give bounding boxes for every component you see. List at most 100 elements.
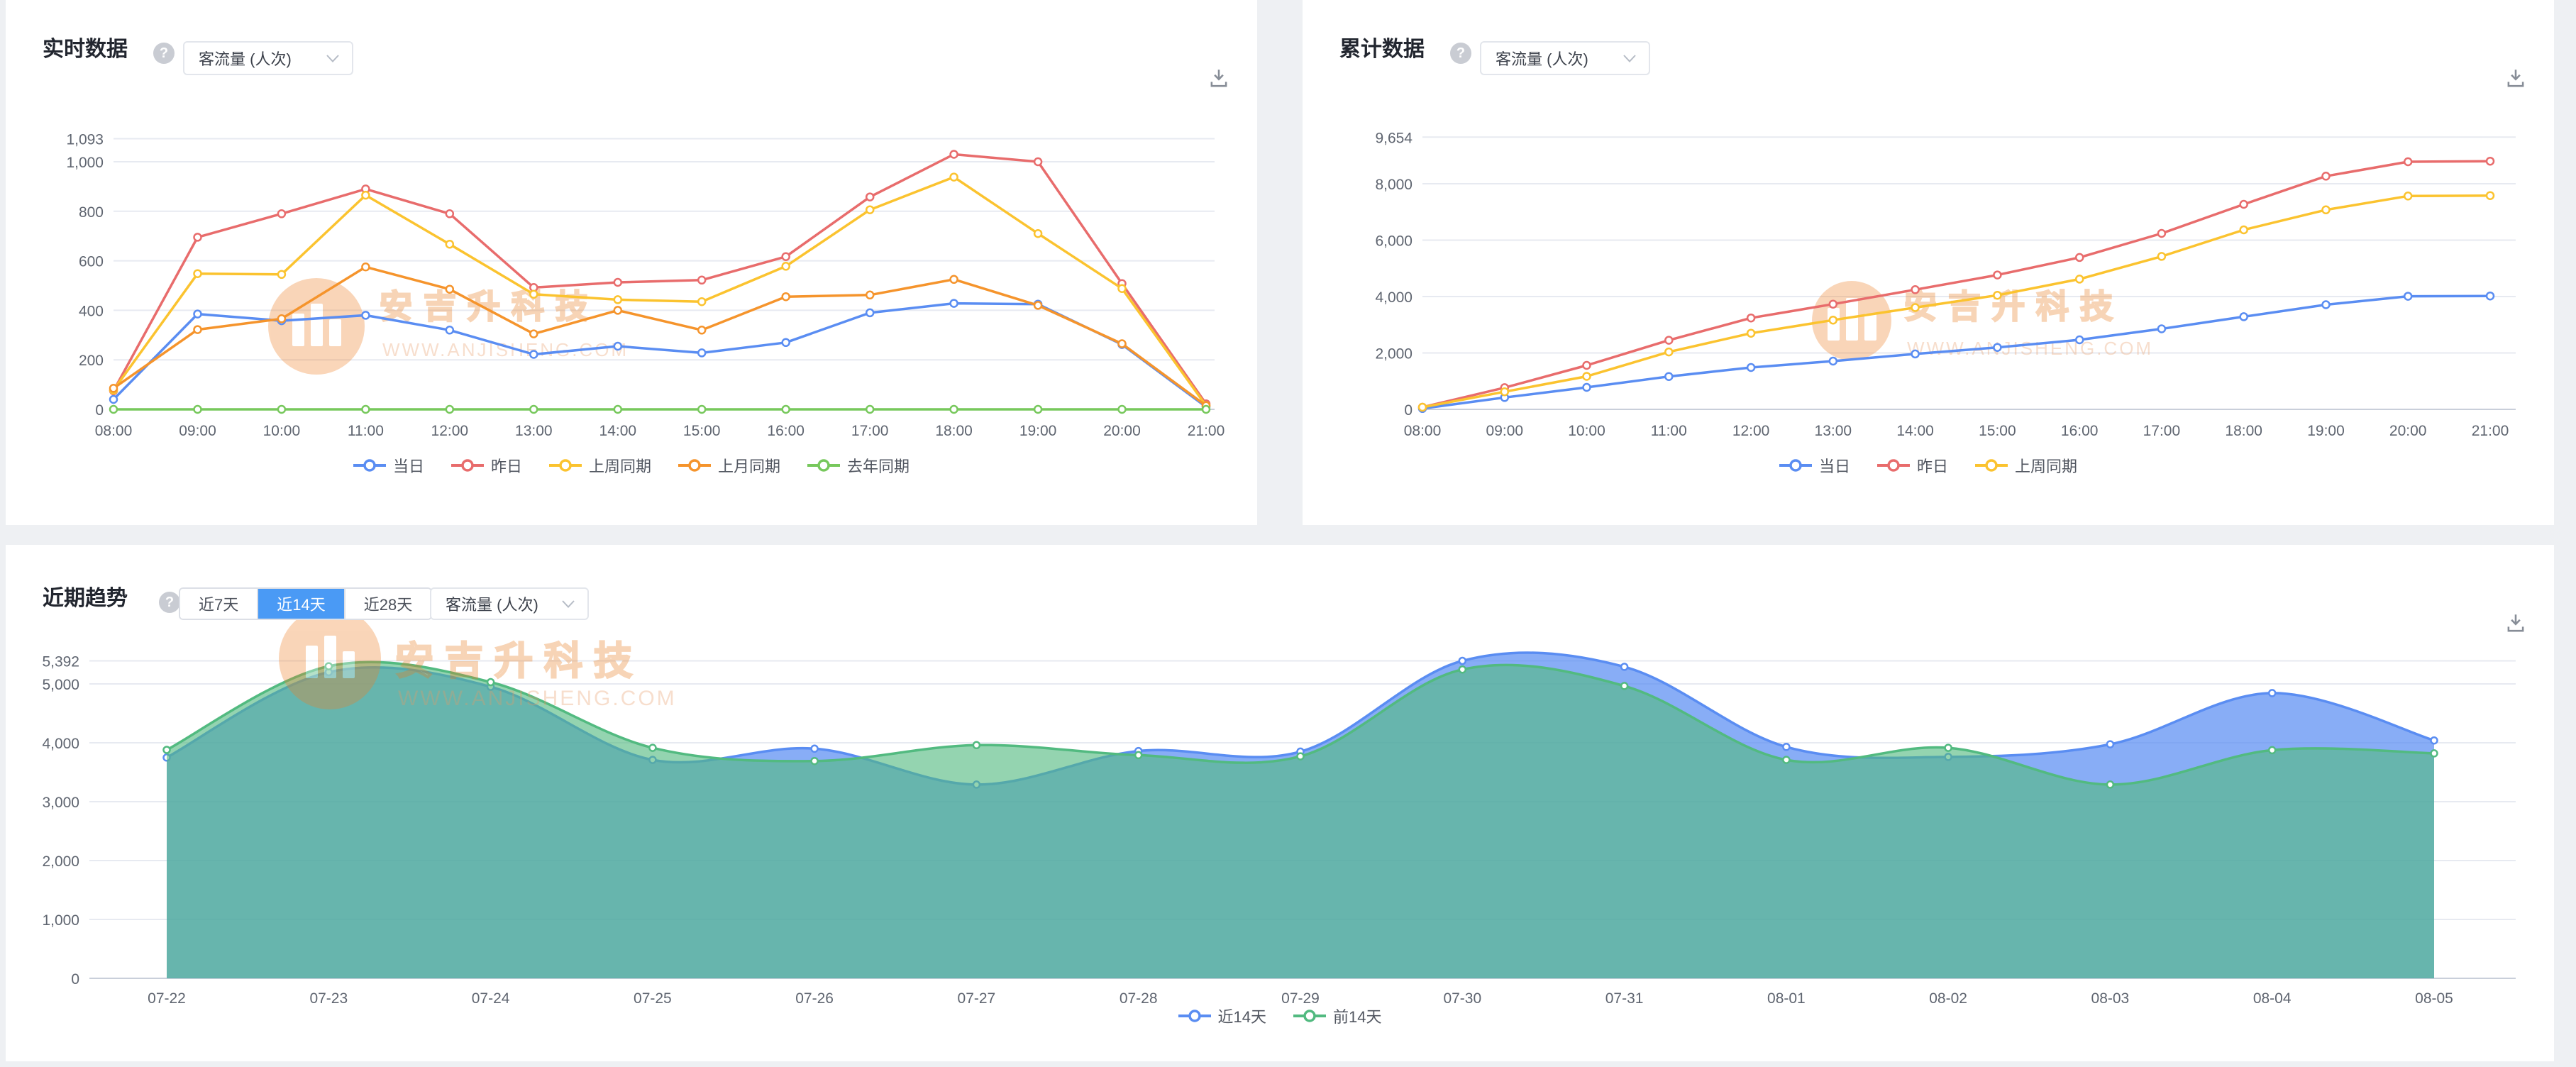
trend-metric-select[interactable]: 客流量 (人次)	[430, 587, 589, 620]
svg-text:4,000: 4,000	[42, 736, 79, 752]
svg-text:17:00: 17:00	[851, 423, 889, 439]
svg-text:08:00: 08:00	[95, 423, 133, 439]
svg-text:08-05: 08-05	[2415, 990, 2453, 1007]
legend-label: 昨日	[490, 458, 522, 475]
svg-text:17:00: 17:00	[2143, 423, 2181, 439]
svg-text:安吉升科技: 安吉升科技	[395, 640, 643, 682]
svg-text:11:00: 11:00	[348, 423, 384, 439]
cumulative-title: 累计数据	[1339, 38, 1425, 61]
svg-text:13:00: 13:00	[1815, 423, 1852, 439]
legend-item-3[interactable]: 上月同期	[678, 454, 780, 477]
legend-label: 近14天	[1217, 1008, 1266, 1026]
x-axis-labels: 07-22 07-23 07-24 07-25 07-26 07-27 07-28 07-29…	[148, 990, 2453, 1007]
svg-text:10:00: 10:00	[263, 423, 301, 439]
svg-text:09:00: 09:00	[1486, 423, 1524, 439]
svg-text:18:00: 18:00	[935, 423, 973, 439]
svg-text:08-01: 08-01	[1767, 990, 1806, 1007]
svg-text:1,093: 1,093	[66, 132, 104, 148]
legend-marker	[678, 459, 711, 472]
legend-item-0[interactable]: 当日	[1779, 454, 1850, 477]
select-value: 客流量 (人次)	[199, 50, 292, 68]
svg-text:0: 0	[95, 402, 104, 419]
legend-item-2[interactable]: 上周同期	[1975, 454, 2077, 477]
svg-text:400: 400	[79, 303, 104, 319]
help-icon[interactable]: ?	[1450, 43, 1471, 64]
svg-text:200: 200	[79, 353, 104, 369]
svg-text:07-29: 07-29	[1281, 990, 1320, 1007]
svg-text:600: 600	[79, 254, 104, 270]
legend-item-0[interactable]: 当日	[353, 454, 424, 477]
svg-text:14:00: 14:00	[1896, 423, 1934, 439]
legend-item-0[interactable]: 近14天	[1178, 1005, 1266, 1027]
svg-text:16:00: 16:00	[767, 423, 805, 439]
svg-text:12:00: 12:00	[431, 423, 469, 439]
legend-marker	[1293, 1010, 1326, 1022]
legend-item-1[interactable]: 昨日	[450, 454, 522, 477]
svg-text:07-26: 07-26	[795, 990, 834, 1007]
legend-marker	[450, 459, 484, 472]
svg-text:5,000: 5,000	[42, 677, 79, 693]
svg-text:15:00: 15:00	[683, 423, 721, 439]
series-1	[109, 150, 1211, 409]
legend-marker	[807, 459, 841, 472]
download-icon[interactable]	[2504, 67, 2527, 89]
cumulative-panel: 0 2,000 4,000 6,000 8,000 9,654 08:00 09:00 10:0…	[1303, 0, 2554, 525]
svg-text:安吉升科技: 安吉升科技	[1904, 288, 2124, 325]
svg-text:5,392: 5,392	[42, 654, 79, 670]
realtime-metric-select[interactable]: 客流量 (人次)	[183, 41, 353, 75]
x-axis-labels: 08:00 09:00 10:00 11:00 12:00 13:00 14:00 15:00…	[1404, 423, 2509, 439]
cumulative-legend: 当日 昨日 上周同期	[1303, 454, 2554, 477]
legend-label: 上周同期	[2015, 458, 2078, 475]
select-value: 客流量 (人次)	[446, 596, 538, 614]
svg-text:07-28: 07-28	[1120, 990, 1158, 1007]
svg-text:3,000: 3,000	[42, 795, 79, 811]
svg-text:16:00: 16:00	[2061, 423, 2099, 439]
svg-text:9,654: 9,654	[1375, 130, 1413, 146]
help-icon[interactable]: ?	[159, 592, 180, 613]
legend-item-2[interactable]: 上周同期	[548, 454, 651, 477]
svg-text:安吉升科技: 安吉升科技	[380, 288, 599, 325]
svg-text:21:00: 21:00	[1188, 423, 1225, 439]
realtime-title: 实时数据	[43, 38, 128, 61]
svg-text:13:00: 13:00	[515, 423, 553, 439]
chevron-down-icon	[1623, 54, 1636, 62]
svg-text:4,000: 4,000	[1375, 289, 1413, 306]
legend-label: 去年同期	[847, 458, 910, 475]
svg-text:20:00: 20:00	[1103, 423, 1141, 439]
legend-marker	[353, 459, 386, 472]
legend-item-1[interactable]: 昨日	[1876, 454, 1948, 477]
x-axis-labels: 08:00 09:00 10:00 11:00 12:00 13:00 14:00 15:00…	[95, 423, 1225, 439]
series-2	[1417, 191, 2495, 412]
svg-text:07-30: 07-30	[1443, 990, 1481, 1007]
svg-text:800: 800	[79, 204, 104, 221]
download-icon[interactable]	[1207, 67, 1230, 89]
realtime-chart: 0 200 400 600 800 1,000 1,093 08:00 09:00 10:00 11…	[66, 132, 1225, 440]
range-button-0[interactable]: 近7天	[180, 589, 259, 619]
cumulative-metric-select[interactable]: 客流量 (人次)	[1480, 41, 1650, 75]
y-axis-grid: 0 2,000 4,000 6,000 8,000 9,654	[1375, 130, 2516, 419]
svg-text:09:00: 09:00	[179, 423, 216, 439]
chevron-down-icon	[562, 599, 575, 608]
svg-text:07-24: 07-24	[472, 990, 510, 1007]
legend-item-1[interactable]: 前14天	[1293, 1005, 1381, 1027]
svg-text:15:00: 15:00	[1979, 423, 2016, 439]
help-icon[interactable]: ?	[153, 43, 175, 64]
range-button-1[interactable]: 近14天	[258, 589, 346, 619]
legend-label: 当日	[1818, 458, 1850, 475]
select-value: 客流量 (人次)	[1496, 50, 1588, 68]
range-button-2[interactable]: 近28天	[345, 589, 431, 619]
series-2	[109, 172, 1211, 411]
download-icon[interactable]	[2504, 612, 2527, 634]
svg-text:19:00: 19:00	[1019, 423, 1057, 439]
legend-item-4[interactable]: 去年同期	[807, 454, 910, 477]
svg-text:08-04: 08-04	[2253, 990, 2292, 1007]
svg-text:1,000: 1,000	[42, 912, 79, 929]
trend-legend: 近14天 前14天	[6, 1005, 2554, 1027]
legend-label: 当日	[392, 458, 424, 475]
legend-marker	[1779, 459, 1812, 472]
svg-text:2,000: 2,000	[42, 853, 79, 870]
legend-marker	[1178, 1010, 1211, 1022]
